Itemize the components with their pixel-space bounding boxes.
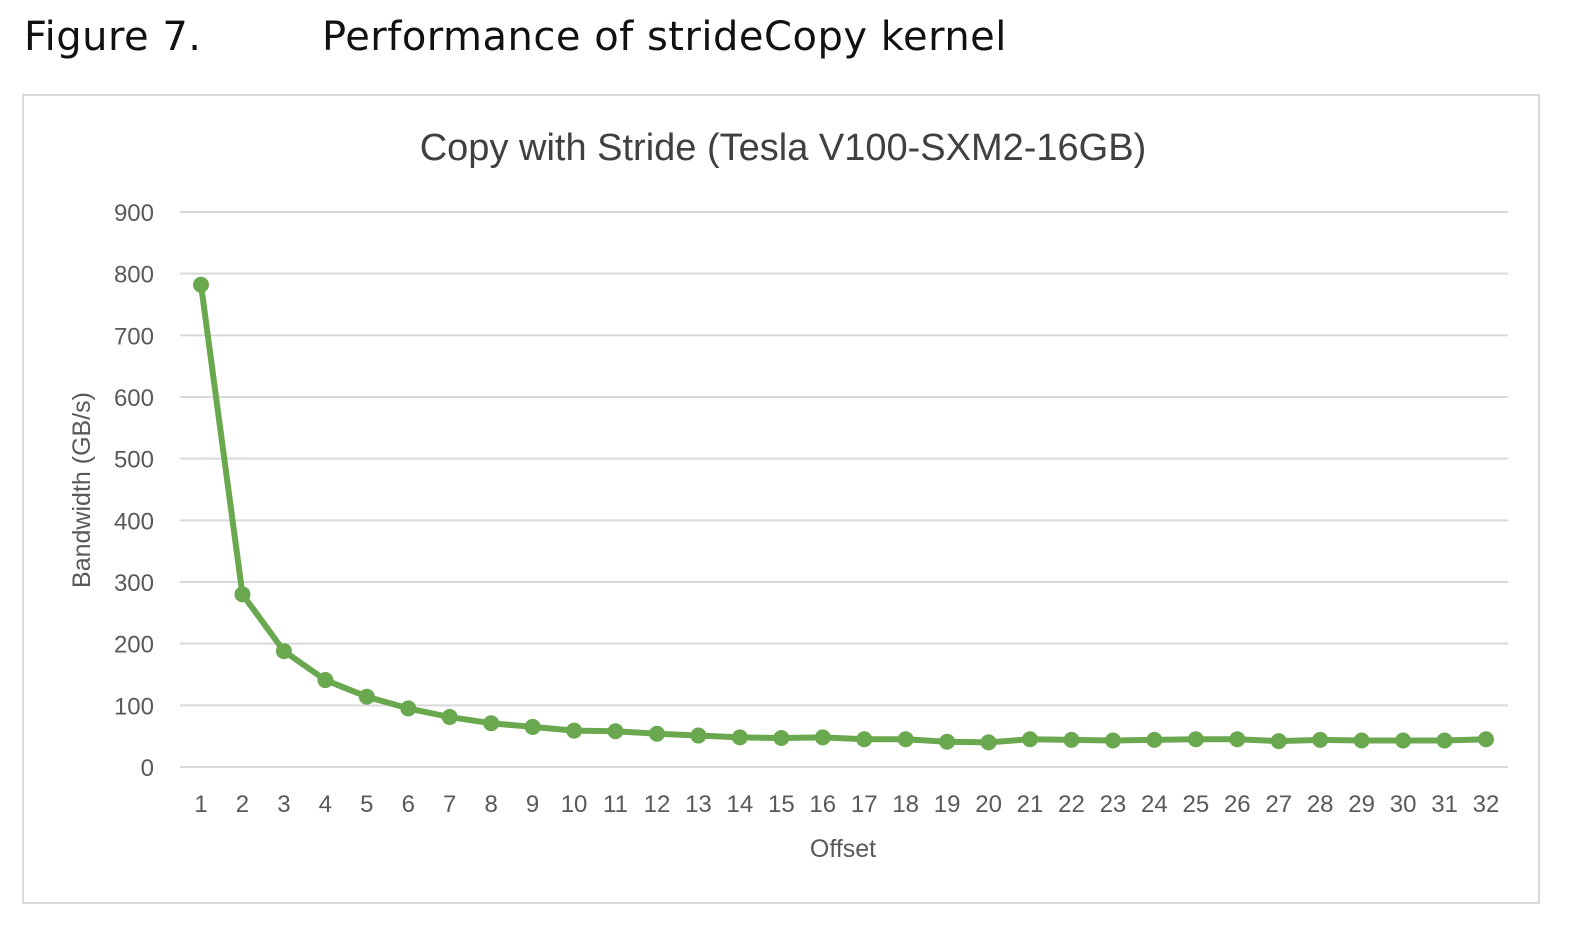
x-tick-label: 21 (1017, 791, 1044, 818)
x-tick-label: 3 (277, 791, 290, 818)
data-point (1395, 732, 1412, 749)
y-tick-label: 700 (114, 323, 154, 350)
data-point (524, 718, 541, 735)
x-tick-label: 16 (809, 791, 836, 818)
x-tick-label: 27 (1265, 791, 1292, 818)
y-tick-label: 400 (114, 508, 154, 535)
x-tick-label: 14 (727, 791, 754, 818)
data-point (1312, 731, 1329, 748)
chart-title: Copy with Stride (Tesla V100-SXM2-16GB) (420, 127, 1147, 169)
x-axis-ticks: 1 2 3 4 5 6 7 8 9 10 11 12 13 14 15 16 17 18 19 20 21 22 23 24 2… (194, 791, 1499, 818)
data-point (731, 729, 748, 746)
data-point (234, 586, 251, 603)
data-point (1478, 731, 1494, 748)
y-tick-label: 900 (114, 200, 154, 227)
x-axis-label: Offset (810, 835, 876, 863)
data-point (275, 643, 292, 660)
y-tick-label: 500 (114, 447, 154, 474)
x-tick-label: 32 (1473, 791, 1500, 818)
data-point (358, 688, 375, 705)
y-axis-label: Bandwidth (GB/s) (68, 392, 96, 588)
data-point (1022, 731, 1039, 748)
y-tick-label: 100 (114, 693, 154, 720)
x-tick-label: 20 (975, 791, 1002, 818)
data-point (648, 725, 665, 742)
data-point (400, 700, 417, 717)
data-point (814, 729, 831, 746)
chart-frame: Copy with Stride (Tesla V100-SXM2-16GB) … (22, 94, 1540, 904)
x-tick-label: 29 (1348, 791, 1375, 818)
data-point (690, 727, 707, 744)
data-point (1063, 731, 1080, 748)
x-tick-label: 1 (194, 791, 207, 818)
line-chart: Copy with Stride (Tesla V100-SXM2-16GB) … (68, 127, 1508, 863)
data-point (1104, 732, 1121, 749)
data-point (483, 715, 500, 732)
x-tick-label: 8 (484, 791, 497, 818)
x-tick-label: 13 (685, 791, 712, 818)
data-point (317, 672, 334, 689)
x-tick-label: 22 (1058, 791, 1085, 818)
data-point (1436, 732, 1453, 749)
data-point (1187, 731, 1204, 748)
figure-title: Performance of strideCopy kernel (322, 14, 1007, 60)
figure-number: Figure 7. (24, 14, 202, 60)
data-point (1353, 732, 1370, 749)
x-tick-label: 30 (1390, 791, 1417, 818)
data-point (939, 733, 956, 750)
y-tick-label: 600 (114, 385, 154, 412)
data-point (897, 731, 914, 748)
data-point (1229, 731, 1246, 748)
x-tick-label: 9 (526, 791, 539, 818)
x-tick-label: 17 (851, 791, 878, 818)
data-point (566, 722, 583, 739)
x-tick-label: 5 (360, 791, 373, 818)
data-point (980, 734, 997, 751)
x-tick-label: 19 (934, 791, 961, 818)
data-point (773, 730, 790, 747)
data-point (856, 731, 873, 748)
data-point (607, 723, 624, 740)
y-tick-label: 200 (114, 632, 154, 659)
x-tick-label: 23 (1100, 791, 1127, 818)
x-tick-label: 10 (561, 791, 588, 818)
x-tick-label: 4 (319, 791, 332, 818)
data-point (1270, 733, 1287, 750)
x-tick-label: 26 (1224, 791, 1251, 818)
series-line (198, 281, 1489, 746)
x-tick-label: 7 (443, 791, 456, 818)
x-tick-label: 25 (1182, 791, 1209, 818)
x-tick-label: 24 (1141, 791, 1168, 818)
x-tick-label: 11 (603, 791, 628, 818)
x-tick-label: 2 (236, 791, 249, 818)
y-tick-label: 0 (141, 755, 154, 782)
data-point (441, 709, 458, 726)
gridlines (180, 211, 1508, 768)
data-point (1146, 731, 1163, 748)
figure-caption: Figure 7. Performance of strideCopy kern… (24, 14, 1224, 70)
y-tick-label: 800 (114, 262, 154, 289)
y-axis-ticks: 0 100 200 300 400 500 600 700 800 900 (114, 200, 154, 782)
x-tick-label: 12 (644, 791, 671, 818)
x-tick-label: 31 (1431, 791, 1458, 818)
x-tick-label: 28 (1307, 791, 1334, 818)
series-bandwidth (193, 276, 1494, 751)
x-tick-label: 15 (768, 791, 795, 818)
y-tick-label: 300 (114, 570, 154, 597)
data-point (193, 276, 209, 293)
x-tick-label: 6 (402, 791, 415, 818)
x-tick-label: 18 (892, 791, 919, 818)
